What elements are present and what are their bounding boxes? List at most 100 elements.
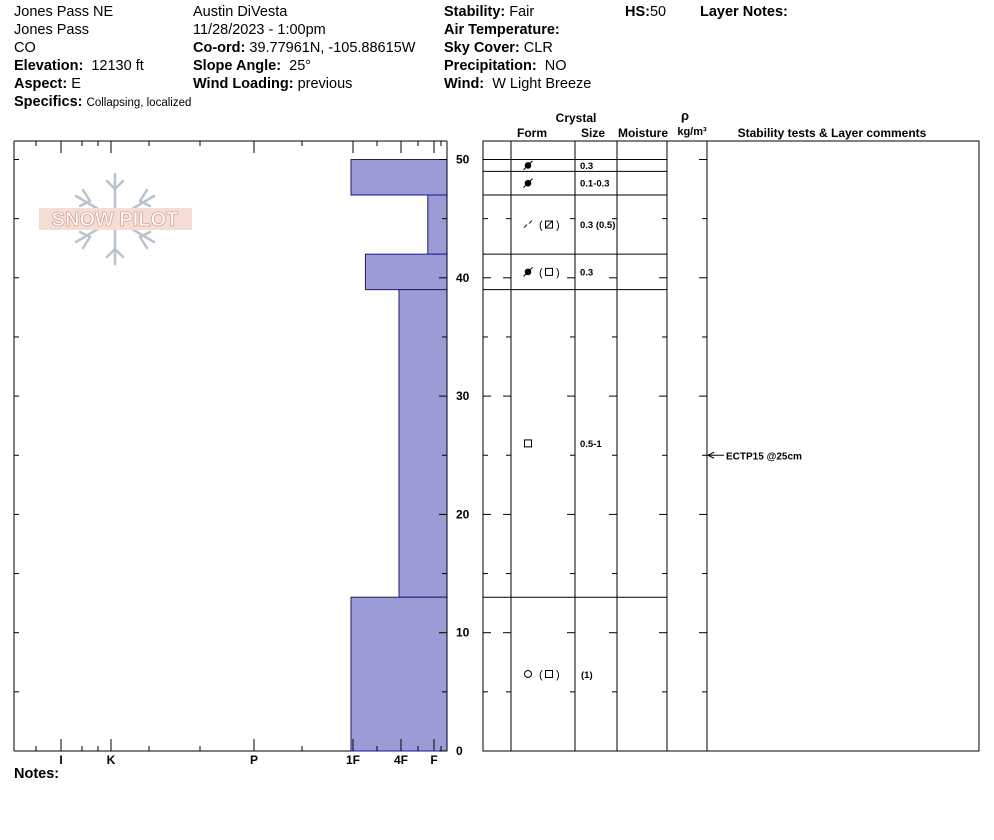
depth-tick-label: 40 — [456, 271, 470, 285]
hardness-tick-label: 1F — [346, 753, 360, 767]
table-depth-ticks — [483, 159, 707, 752]
crystal-size: 0.5-1 — [580, 439, 602, 450]
stability-label: Stability: — [444, 4, 506, 20]
decomposing-icon — [523, 220, 533, 228]
hardness-tick-label: 4F — [394, 753, 408, 767]
hs-label: HS: — [625, 4, 650, 20]
hardness-bar-1 — [427, 194, 448, 255]
specifics-value: Collapsing, localized — [86, 97, 192, 109]
crystal-size: 0.1-0.3 — [580, 179, 610, 190]
moisture-header: Moisture — [618, 126, 668, 140]
wind-label: Wind: — [444, 76, 485, 92]
hardness-bar-2 — [364, 253, 448, 291]
coord-value: 39.77961N, -105.88615W — [249, 40, 416, 56]
paren-open: ( — [539, 669, 543, 681]
aspect-row: Aspect: E — [14, 75, 191, 93]
rounded-icon — [524, 670, 532, 678]
sky-cover-label: Sky Cover: — [444, 40, 520, 56]
hardness-tick-label: F — [430, 753, 437, 767]
stability-row: Stability: Fair — [444, 3, 591, 21]
specifics-row: Specifics: Collapsing, localized — [14, 93, 191, 112]
hs-row: HS:50 — [625, 3, 666, 21]
paren-open: ( — [539, 267, 543, 279]
coord-label: Co-ord: — [193, 40, 246, 56]
header-conditions-block: Stability: Fair Air Temperature: Sky Cov… — [444, 3, 591, 93]
coord-row: Co-ord: 39.77961N, -105.88615W — [193, 39, 415, 57]
test-arrow-head — [706, 451, 715, 459]
hardness-tick-label: P — [250, 753, 258, 767]
size-header: Size — [581, 126, 605, 140]
air-temp-label: Air Temperature: — [444, 22, 560, 38]
notes-label: Notes: — [14, 766, 60, 782]
depth-axis: 0 10 20 30 40 50 — [14, 153, 470, 758]
wind-value: W Light Breeze — [492, 76, 592, 92]
location-state: CO — [14, 40, 36, 56]
hardness-bar-4 — [350, 596, 448, 752]
paren-open: ( — [539, 220, 543, 232]
hardness-tick-label: I — [59, 753, 62, 767]
elevation-value: 12130 ft — [91, 58, 144, 74]
rho-header: ρ — [681, 108, 689, 123]
hardness-tick-label: K — [107, 753, 116, 767]
paren-close: ) — [556, 220, 560, 232]
faceted-rounded-icon — [523, 178, 533, 189]
slope-row: Slope Angle: 25° — [193, 57, 415, 75]
hardness-bar-0 — [350, 159, 448, 196]
crystal-size: 0.3 — [580, 161, 593, 172]
depth-tick-label: 50 — [456, 153, 470, 167]
hardness-axis: I K P 1F 4F F — [35, 141, 442, 767]
air-temp-row: Air Temperature: — [444, 21, 591, 39]
sky-cover-value: CLR — [523, 40, 553, 56]
header-observer-block: Austin DiVesta 11/28/2023 - 1:00pm Co-or… — [193, 3, 415, 93]
snowpilot-logo: SNOW PILOT — [39, 172, 192, 266]
form-header: Form — [517, 126, 547, 140]
table-rows: 0.3 0.1-0.3 () 0.3 (0.5) () 0.3 0.5-1 () (1) — [483, 159, 667, 681]
hs-value: 50 — [649, 4, 667, 20]
hardness-plot: 0 10 20 30 40 50 I K P 1F 4F F — [13, 140, 470, 767]
sky-cover-row: Sky Cover: CLR — [444, 39, 591, 57]
stability-tests: ECTP15 @25cm — [706, 451, 802, 462]
precip-value: NO — [544, 58, 567, 74]
faceted-rounded-icon — [523, 160, 533, 171]
crystal-size: 0.3 (0.5) — [580, 220, 615, 231]
specifics-label: Specifics: — [14, 94, 83, 110]
observation-datetime: 11/28/2023 - 1:00pm — [193, 22, 326, 38]
faceted-icon — [545, 670, 553, 678]
location-name: Jones Pass NE — [14, 4, 114, 20]
elevation-label: Elevation: — [14, 58, 84, 74]
stability-header: Stability tests & Layer comments — [738, 126, 927, 140]
precip-label: Precipitation: — [444, 58, 537, 74]
depth-tick-label: 10 — [456, 626, 470, 640]
precip-row: Precipitation: NO — [444, 57, 591, 75]
slope-label: Slope Angle: — [193, 58, 282, 74]
notes-row: Notes: — [14, 765, 59, 783]
faceted-icon — [545, 267, 553, 276]
slope-value: 25° — [289, 58, 312, 74]
stability-value: Fair — [509, 4, 535, 20]
hardness-bars — [350, 159, 448, 752]
wind-row: Wind: W Light Breeze — [444, 75, 591, 93]
layer-table: Crystal Form Size Moisture ρ kg/m³ Stabi… — [482, 108, 980, 752]
depth-tick-label: 20 — [456, 507, 470, 521]
hardness-bar-3 — [398, 289, 448, 598]
faceted-rounded-icon — [523, 267, 533, 277]
logo-band — [39, 208, 192, 230]
aspect-label: Aspect: — [14, 76, 68, 92]
wind-loading-value: previous — [297, 76, 353, 92]
paren-close: ) — [556, 267, 560, 279]
elevation-row: Elevation: 12130 ft — [14, 57, 191, 75]
aspect-value: E — [71, 76, 81, 92]
table-frame — [482, 140, 980, 752]
logo-text: SNOW PILOT — [52, 209, 179, 231]
depth-tick-label: 30 — [456, 389, 470, 403]
crystal-size: (1) — [581, 670, 593, 681]
stability-test-label: ECTP15 @25cm — [726, 451, 802, 462]
crystal-size: 0.3 — [580, 267, 593, 278]
wind-loading-row: Wind Loading: previous — [193, 75, 415, 93]
wind-loading-label: Wind Loading: — [193, 76, 294, 92]
layer-notes-label: Layer Notes: — [700, 4, 788, 20]
location-area: Jones Pass — [14, 22, 89, 38]
header-location-block: Jones Pass NE Jones Pass CO Elevation: 1… — [14, 3, 191, 112]
crystal-header: Crystal — [556, 111, 597, 125]
